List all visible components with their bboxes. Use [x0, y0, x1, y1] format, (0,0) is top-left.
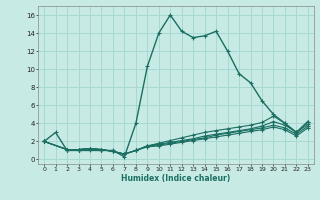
X-axis label: Humidex (Indice chaleur): Humidex (Indice chaleur)	[121, 174, 231, 183]
